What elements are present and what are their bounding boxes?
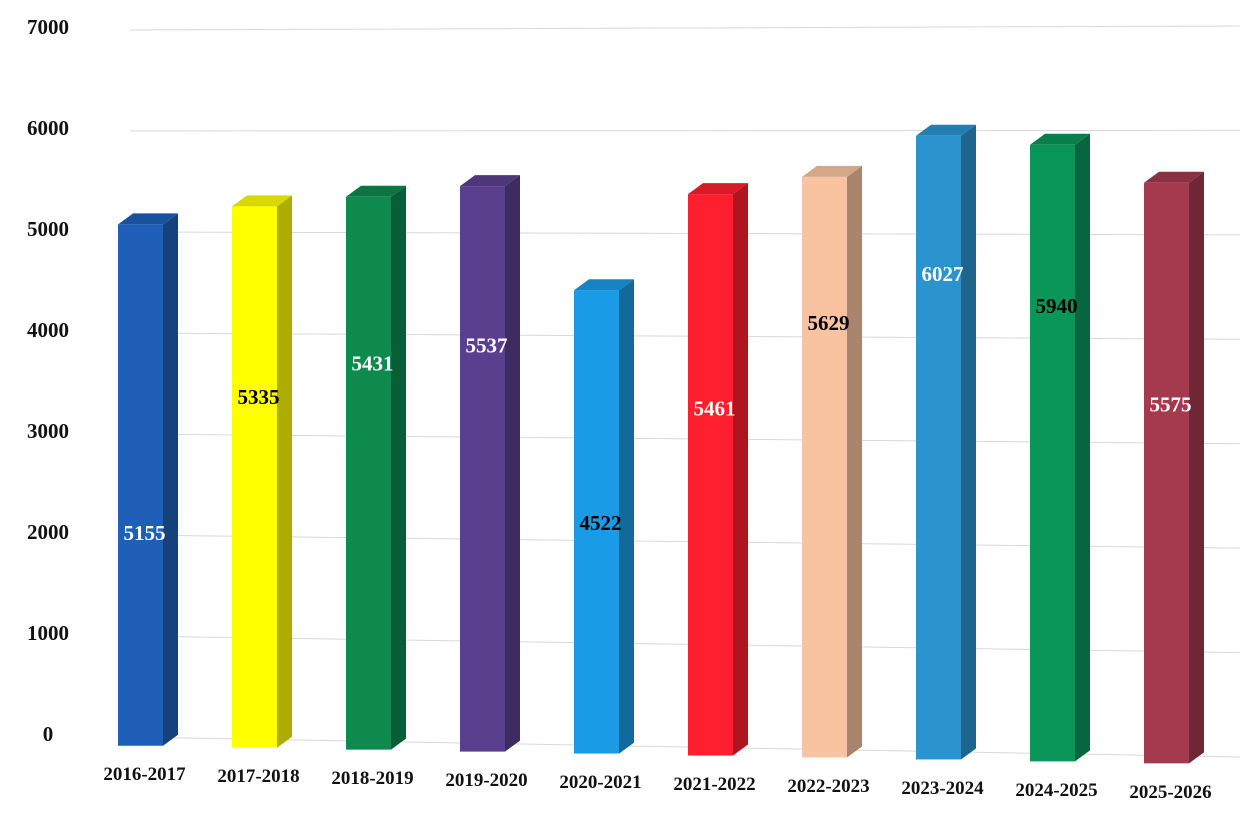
x-tick-label: 2019-2020 (445, 770, 527, 791)
bar: 6027 (916, 124, 976, 760)
gridlines (129, 25, 1241, 758)
bar-front (802, 176, 847, 758)
bar-top (688, 183, 748, 195)
y-tick-label: 1000 (27, 621, 69, 645)
x-tick-label: 2017-2018 (217, 766, 299, 787)
bar-top (1144, 171, 1204, 183)
x-axis-tick-labels: 2016-2017 2017-2018 2018-2019 2019-2020 2020… (103, 764, 1211, 803)
bar: 4522 (574, 279, 634, 754)
bar-value-label: 6027 (922, 262, 964, 286)
bar-front (574, 290, 619, 754)
bar-value-label: 5629 (808, 311, 850, 335)
bar-side (733, 183, 748, 756)
bar-front (688, 194, 733, 756)
bar-top (802, 165, 862, 177)
y-tick-label: 3000 (27, 419, 69, 443)
y-tick-label: 4000 (27, 318, 69, 342)
bar-side (847, 165, 862, 758)
bar-top (574, 279, 634, 291)
bar-top (118, 213, 178, 225)
bar-value-label: 5155 (124, 521, 166, 545)
bar-value-label: 4522 (580, 511, 622, 535)
bar-value-label: 5335 (238, 385, 280, 409)
bar-front (460, 186, 505, 752)
bar: 5431 (346, 185, 406, 750)
bar: 5461 (688, 183, 748, 756)
x-tick-label: 2025-2026 (1129, 782, 1211, 803)
x-tick-label: 2020-2021 (559, 772, 641, 793)
bar-value-label: 5537 (466, 333, 508, 357)
bar-side (163, 213, 178, 746)
bar-front (1030, 144, 1075, 762)
x-tick-label: 2022-2023 (787, 776, 869, 797)
bar-top (916, 124, 976, 136)
x-tick-label: 2016-2017 (103, 764, 186, 785)
bar: 5629 (802, 165, 862, 758)
bar-front (346, 196, 391, 750)
bar-side (277, 195, 292, 748)
bar-side (1075, 133, 1090, 762)
bar-front (916, 135, 961, 760)
bar-value-label: 5575 (1150, 392, 1192, 416)
bar: 5155 (118, 213, 178, 746)
y-tick-label: 7000 (27, 15, 69, 39)
x-tick-label: 2021-2022 (673, 774, 755, 795)
gridline (129, 25, 1241, 31)
bar-top (346, 185, 406, 197)
bar-front (1144, 182, 1189, 764)
bar-side (505, 175, 520, 752)
bar: 5940 (1030, 133, 1090, 762)
bar-front (118, 224, 163, 746)
bar: 5335 (232, 195, 292, 748)
y-tick-label: 5000 (27, 217, 69, 241)
bar-side (391, 185, 406, 750)
gridline (129, 129, 1241, 132)
y-tick-label: 2000 (27, 520, 69, 544)
bar-top (460, 175, 520, 187)
bars: 5155 5335 5431 5537 4522 5461 5629 6027 5940 5575 (118, 124, 1204, 764)
bar-value-label: 5461 (694, 396, 736, 420)
y-axis-tick-labels: 0 1000 2000 3000 4000 5000 6000 7000 (27, 15, 69, 746)
y-tick-label: 0 (43, 722, 54, 746)
bar-top (232, 195, 292, 207)
bar: 5537 (460, 175, 520, 752)
bar-value-label: 5940 (1036, 294, 1078, 318)
bar-value-label: 5431 (352, 352, 394, 376)
x-tick-label: 2018-2019 (331, 768, 413, 789)
bar-side (619, 279, 634, 754)
bar-side (1189, 171, 1204, 764)
x-tick-label: 2023-2024 (901, 778, 984, 799)
y-tick-label: 6000 (27, 116, 69, 140)
bar-top (1030, 133, 1090, 145)
bar: 5575 (1144, 171, 1204, 764)
x-tick-label: 2024-2025 (1015, 780, 1097, 801)
bar-front (232, 206, 277, 748)
bar-side (961, 124, 976, 760)
